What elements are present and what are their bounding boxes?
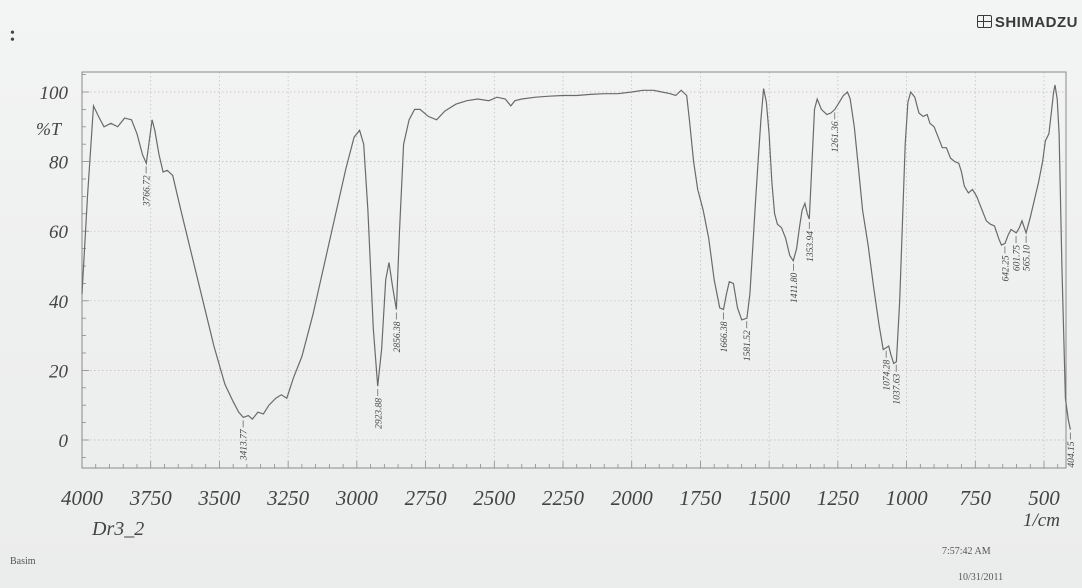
x-axis-ticks: 4000 3750 3500 3250 3000 2750 2500 2250 2000 1750… <box>61 486 1060 510</box>
spectrum-trace <box>81 84 1071 430</box>
x-tick-label: 500 <box>1028 486 1060 510</box>
peak-label: 1666.38 <box>720 312 730 352</box>
x-axis-label: 1/cm <box>1023 510 1060 531</box>
y-axis-label: %T <box>36 119 63 139</box>
y-tick-label: 20 <box>49 361 69 382</box>
y-axis-ticks: 0 20 40 60 80 100 <box>40 83 69 452</box>
shimadzu-logo-icon <box>976 15 992 28</box>
peak-label: 2923.88 <box>374 389 384 429</box>
peak-value: 1411.80 <box>790 273 800 303</box>
peak-value: 1666.38 <box>720 321 730 352</box>
peak-label: 2856.38 <box>393 312 403 352</box>
x-tick-label: 2250 <box>542 486 585 510</box>
x-tick-label: 1250 <box>817 486 860 510</box>
peak-label: 3766.72 <box>143 166 153 207</box>
x-tick-label: 4000 <box>61 486 104 510</box>
brand-header: SHIMADZU <box>976 14 1078 31</box>
x-tick-label: 2500 <box>473 486 516 510</box>
brand-name: SHIMADZU <box>994 14 1078 31</box>
y-tick-label: 0 <box>59 431 69 452</box>
x-tick-label: 1750 <box>679 486 722 510</box>
x-tick-label: 1000 <box>886 486 929 510</box>
print-time: 7:57:42 AM <box>942 546 991 557</box>
peak-label: 642.25 <box>1001 246 1011 282</box>
peak-value: 2923.88 <box>374 398 384 429</box>
y-tick-label: 80 <box>49 153 69 174</box>
peak-value: 601.75 <box>1013 245 1023 271</box>
x-tick-label: 2750 <box>405 486 448 510</box>
y-tick-label: 40 <box>49 292 69 313</box>
x-tick-label: 3500 <box>197 486 241 510</box>
peak-label: 1581.52 <box>743 321 753 361</box>
y-tick-label: 60 <box>49 222 69 243</box>
print-date: 10/31/2011 <box>958 572 1004 583</box>
chart-grid <box>81 72 1066 468</box>
peak-value: 1074.28 <box>883 360 893 391</box>
peak-value: 404.15 <box>1067 441 1077 467</box>
x-tick-label: 3750 <box>129 486 173 510</box>
peak-value: 1261.36 <box>831 121 841 152</box>
peak-label: 601.75 <box>1013 235 1023 271</box>
x-tick-label: 3250 <box>266 486 310 510</box>
operator-name: Basim <box>10 556 36 567</box>
x-tick-label: 3000 <box>335 486 379 510</box>
peak-label: 1261.36 <box>831 112 841 152</box>
peak-label: 1037.63 <box>893 364 903 405</box>
peak-label: 565.10 <box>1023 235 1033 271</box>
peak-value: 642.25 <box>1001 255 1011 281</box>
peak-value: 1037.63 <box>893 373 903 404</box>
peak-value: 3766.72 <box>143 175 153 207</box>
peak-label: 3413.77 <box>240 420 250 461</box>
peak-label: 404.15 <box>1067 432 1077 468</box>
x-tick-label: 750 <box>960 486 992 510</box>
x-tick-label: 2000 <box>611 486 654 510</box>
peak-value: 1581.52 <box>743 330 753 361</box>
peak-value: 1353.94 <box>806 231 816 262</box>
sample-name: Dr3_2 <box>92 518 145 540</box>
peak-label: 1411.80 <box>790 263 800 303</box>
peak-label: 1074.28 <box>883 350 893 391</box>
peak-value: 3413.77 <box>240 428 250 461</box>
peak-value: 2856.38 <box>393 321 403 352</box>
peak-label: 1353.94 <box>806 222 816 262</box>
peak-labels: 3766.72 3413.77 2923.88 2856.38 1666.38 1581.… <box>143 112 1077 468</box>
x-tick-label: 1500 <box>748 486 791 510</box>
plot-frame <box>81 71 1067 469</box>
peak-value: 565.10 <box>1023 245 1033 271</box>
margin-mark: • • <box>10 26 15 48</box>
y-tick-label: 100 <box>40 83 69 104</box>
